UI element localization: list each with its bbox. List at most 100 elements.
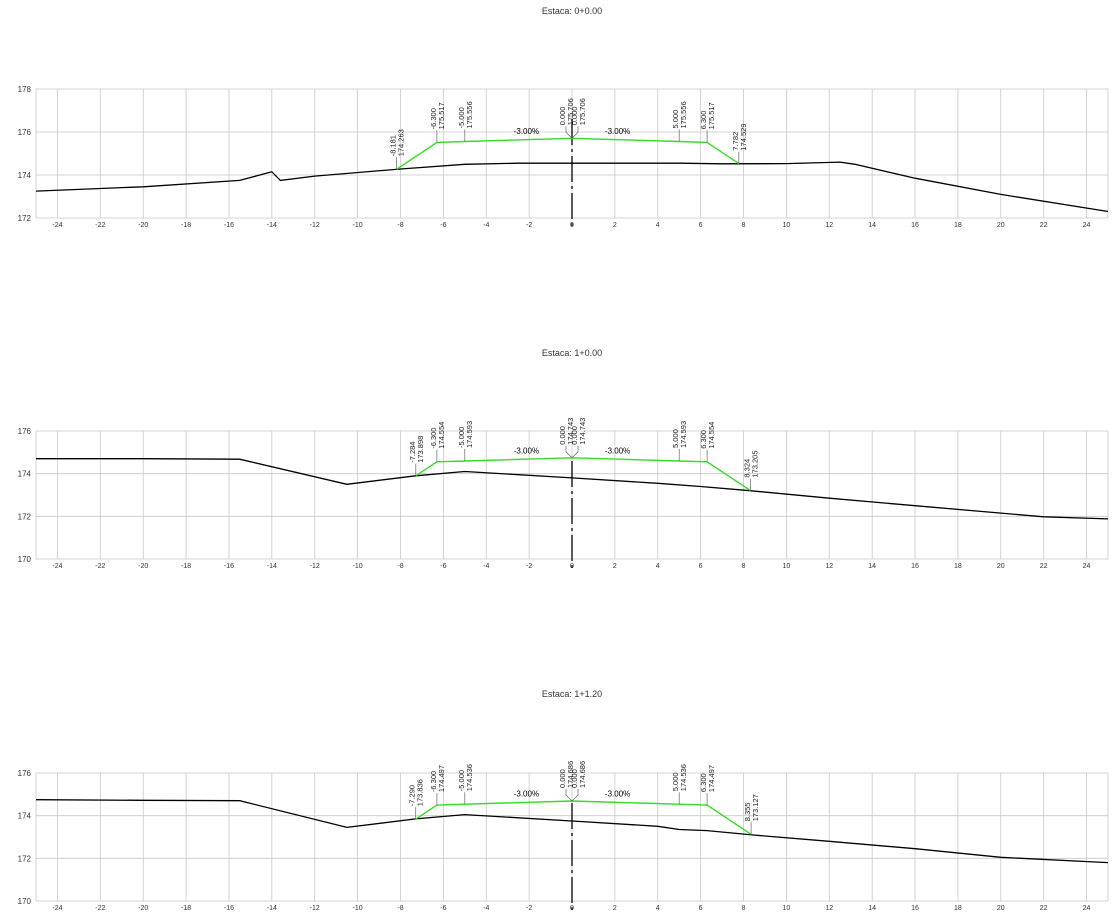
x-tick-label: -10: [353, 563, 363, 570]
station-value: -7.290: [408, 785, 417, 806]
label-leader: [571, 445, 579, 459]
x-tick-label: 20: [997, 563, 1005, 570]
vertex-label: 0.000174.686: [558, 761, 575, 788]
x-tick-label: -24: [52, 905, 62, 912]
elevation-value: 174.497: [707, 765, 716, 792]
elevation-value: 174.529: [739, 123, 748, 150]
slope-label: -3.00%: [514, 790, 539, 799]
vertex-label: 6.300174.497: [699, 765, 716, 792]
x-tick-label: 16: [911, 222, 919, 229]
x-tick-label: -14: [267, 563, 277, 570]
station-value: -6.300: [429, 428, 438, 449]
x-tick-label: 12: [825, 222, 833, 229]
x-tick-label: -14: [267, 222, 277, 229]
slope-label: -3.00%: [514, 446, 539, 455]
x-tick-label: -8: [397, 222, 403, 229]
y-tick-label: 176: [18, 128, 32, 137]
vertex-label: 8.355173.127: [743, 794, 760, 821]
x-tick-label: 20: [997, 222, 1005, 229]
x-tick-label: 22: [1040, 563, 1048, 570]
vertex-label: -6.300174.497: [429, 765, 446, 792]
y-tick-label: 172: [18, 512, 32, 521]
x-tick-label: -20: [138, 905, 148, 912]
x-tick-label: 18: [954, 222, 962, 229]
x-tick-label: -12: [310, 905, 320, 912]
vertex-label: 0.000175.706: [570, 98, 587, 125]
y-tick-label: 174: [18, 171, 32, 180]
elevation-value: 175.517: [437, 102, 446, 129]
y-tick-label: 176: [18, 769, 32, 778]
station-value: -5.000: [457, 107, 466, 128]
y-tick-label: 174: [18, 812, 32, 821]
x-tick-label: -8: [397, 905, 403, 912]
y-tick-label: 170: [18, 897, 32, 906]
x-tick-label: 16: [911, 563, 919, 570]
x-tick-label: 20: [997, 905, 1005, 912]
elevation-value: 175.517: [707, 102, 716, 129]
x-tick-label: 24: [1083, 905, 1091, 912]
label-leader: [565, 126, 573, 139]
label-leader: [571, 789, 579, 802]
elevation-value: 174.593: [679, 421, 688, 448]
x-tick-label: -6: [440, 222, 446, 229]
x-tick-label: -22: [95, 222, 105, 229]
x-tick-label: 10: [783, 222, 791, 229]
station-value: 0.000: [558, 426, 567, 445]
vertex-label: -6.300175.517: [429, 102, 446, 129]
x-tick-label: 6: [699, 905, 703, 912]
vertex-label: 6.300174.554: [699, 422, 716, 449]
x-tick-label: -16: [224, 563, 234, 570]
elevation-value: 174.263: [397, 129, 406, 156]
x-tick-label: -8: [397, 563, 403, 570]
x-tick-label: 6: [699, 563, 703, 570]
x-tick-label: -24: [52, 222, 62, 229]
section-title: Estaca: 1+0.00: [542, 348, 602, 358]
station-value: -7.284: [408, 442, 417, 463]
x-tick-label: -4: [483, 905, 489, 912]
elevation-value: 174.497: [437, 765, 446, 792]
elevation-value: 174.686: [566, 761, 575, 788]
station-value: -6.300: [429, 771, 438, 792]
station-value: 0.000: [558, 769, 567, 788]
vertex-label: -8.181174.263: [389, 129, 406, 156]
vertex-label: -5.000175.556: [457, 101, 474, 128]
elevation-value: 175.556: [465, 101, 474, 128]
station-value: 7.782: [731, 132, 740, 151]
x-tick-label: 4: [656, 905, 660, 912]
station-value: -8.181: [389, 135, 398, 156]
elevation-value: 174.536: [465, 764, 474, 791]
x-tick-label: -10: [353, 222, 363, 229]
x-tick-label: -20: [138, 563, 148, 570]
x-tick-label: 22: [1040, 222, 1048, 229]
elevation-value: 174.554: [707, 422, 716, 449]
vertex-label: -7.290173.836: [408, 779, 425, 806]
vertex-label: -6.300174.554: [429, 422, 446, 449]
x-tick-label: -20: [138, 222, 148, 229]
terrain-line: [36, 458, 1109, 520]
station-value: 8.355: [743, 803, 752, 822]
x-tick-label: -10: [353, 905, 363, 912]
x-tick-label: -16: [224, 222, 234, 229]
y-tick-label: 178: [18, 85, 32, 94]
section-title: Estaca: 0+0.00: [542, 6, 602, 16]
station-value: 6.300: [699, 111, 708, 130]
x-tick-label: -16: [224, 905, 234, 912]
station-value: 6.300: [699, 773, 708, 792]
slope-label: -3.00%: [605, 127, 630, 136]
x-tick-label: -22: [95, 905, 105, 912]
x-tick-label: 2: [613, 563, 617, 570]
x-tick-label: 8: [742, 563, 746, 570]
x-tick-label: -6: [440, 905, 446, 912]
x-tick-label: -22: [95, 563, 105, 570]
elevation-value: 174.536: [679, 764, 688, 791]
x-tick-label: -12: [310, 563, 320, 570]
x-tick-label: -12: [310, 222, 320, 229]
elevation-value: 173.836: [416, 779, 425, 806]
x-tick-label: 12: [825, 905, 833, 912]
x-tick-label: -24: [52, 563, 62, 570]
x-tick-label: 2: [613, 222, 617, 229]
x-tick-label: 16: [911, 905, 919, 912]
vertex-label: -5.000174.593: [457, 421, 474, 448]
x-tick-label: 10: [783, 563, 791, 570]
